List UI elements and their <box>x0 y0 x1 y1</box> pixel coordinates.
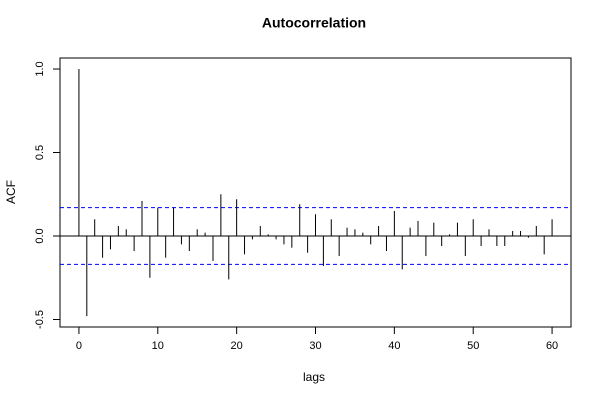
y-tick-label: 0.0 <box>34 228 46 243</box>
x-tick-label: 60 <box>546 340 558 352</box>
x-axis-label: lags <box>303 370 325 384</box>
x-tick-label: 0 <box>76 340 82 352</box>
y-axis-label: ACF <box>4 180 18 204</box>
plot-box <box>59 57 572 328</box>
x-tick-label: 40 <box>388 340 400 352</box>
x-tick-label: 50 <box>467 340 479 352</box>
x-tick-label: 20 <box>231 340 243 352</box>
x-tick-label: 30 <box>309 340 321 352</box>
y-tick-label: 1.0 <box>34 61 46 76</box>
y-tick-label: -0.5 <box>34 310 46 329</box>
chart-title: Autocorrelation <box>262 15 366 31</box>
x-tick-label: 10 <box>152 340 164 352</box>
y-tick-label: 0.5 <box>34 145 46 160</box>
